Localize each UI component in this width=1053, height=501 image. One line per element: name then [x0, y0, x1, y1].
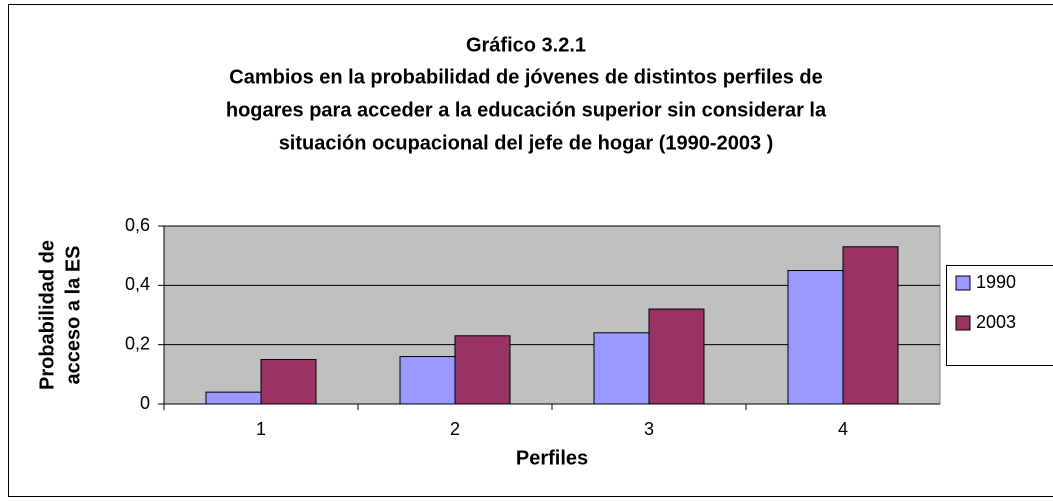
x-tick-label: 4	[838, 419, 848, 439]
bar	[260, 359, 317, 405]
x-tick-label: 3	[644, 419, 654, 439]
bar	[205, 391, 262, 405]
x-axis-label: Perfiles	[516, 447, 588, 469]
chart-subtitle: Cambios en la probabilidad de jóvenes de…	[229, 66, 822, 88]
legend-label: 1990	[976, 272, 1016, 292]
bar	[399, 356, 456, 405]
chart-subtitle: hogares para acceder a la educación supe…	[226, 99, 827, 121]
legend-swatch	[955, 275, 971, 291]
x-tick-label: 2	[450, 419, 460, 439]
legend-label: 2003	[976, 312, 1016, 332]
x-tick-label: 1	[256, 419, 266, 439]
y-tick-label: 0,4	[125, 274, 150, 294]
y-axis-label: acceso a la ES	[62, 246, 84, 385]
chart-title: Gráfico 3.2.1	[466, 34, 586, 56]
bar	[648, 308, 705, 405]
legend-swatch	[955, 315, 971, 331]
chart-subtitle: situación ocupacional del jefe de hogar …	[279, 132, 774, 154]
bar	[842, 246, 899, 405]
bar	[593, 332, 650, 405]
y-tick-label: 0	[140, 393, 150, 413]
bar	[787, 270, 844, 405]
y-tick-label: 0,2	[125, 333, 150, 353]
bar	[454, 335, 511, 405]
y-axis-label: Probabilidad de	[36, 240, 58, 390]
y-tick-label: 0,6	[125, 215, 150, 235]
